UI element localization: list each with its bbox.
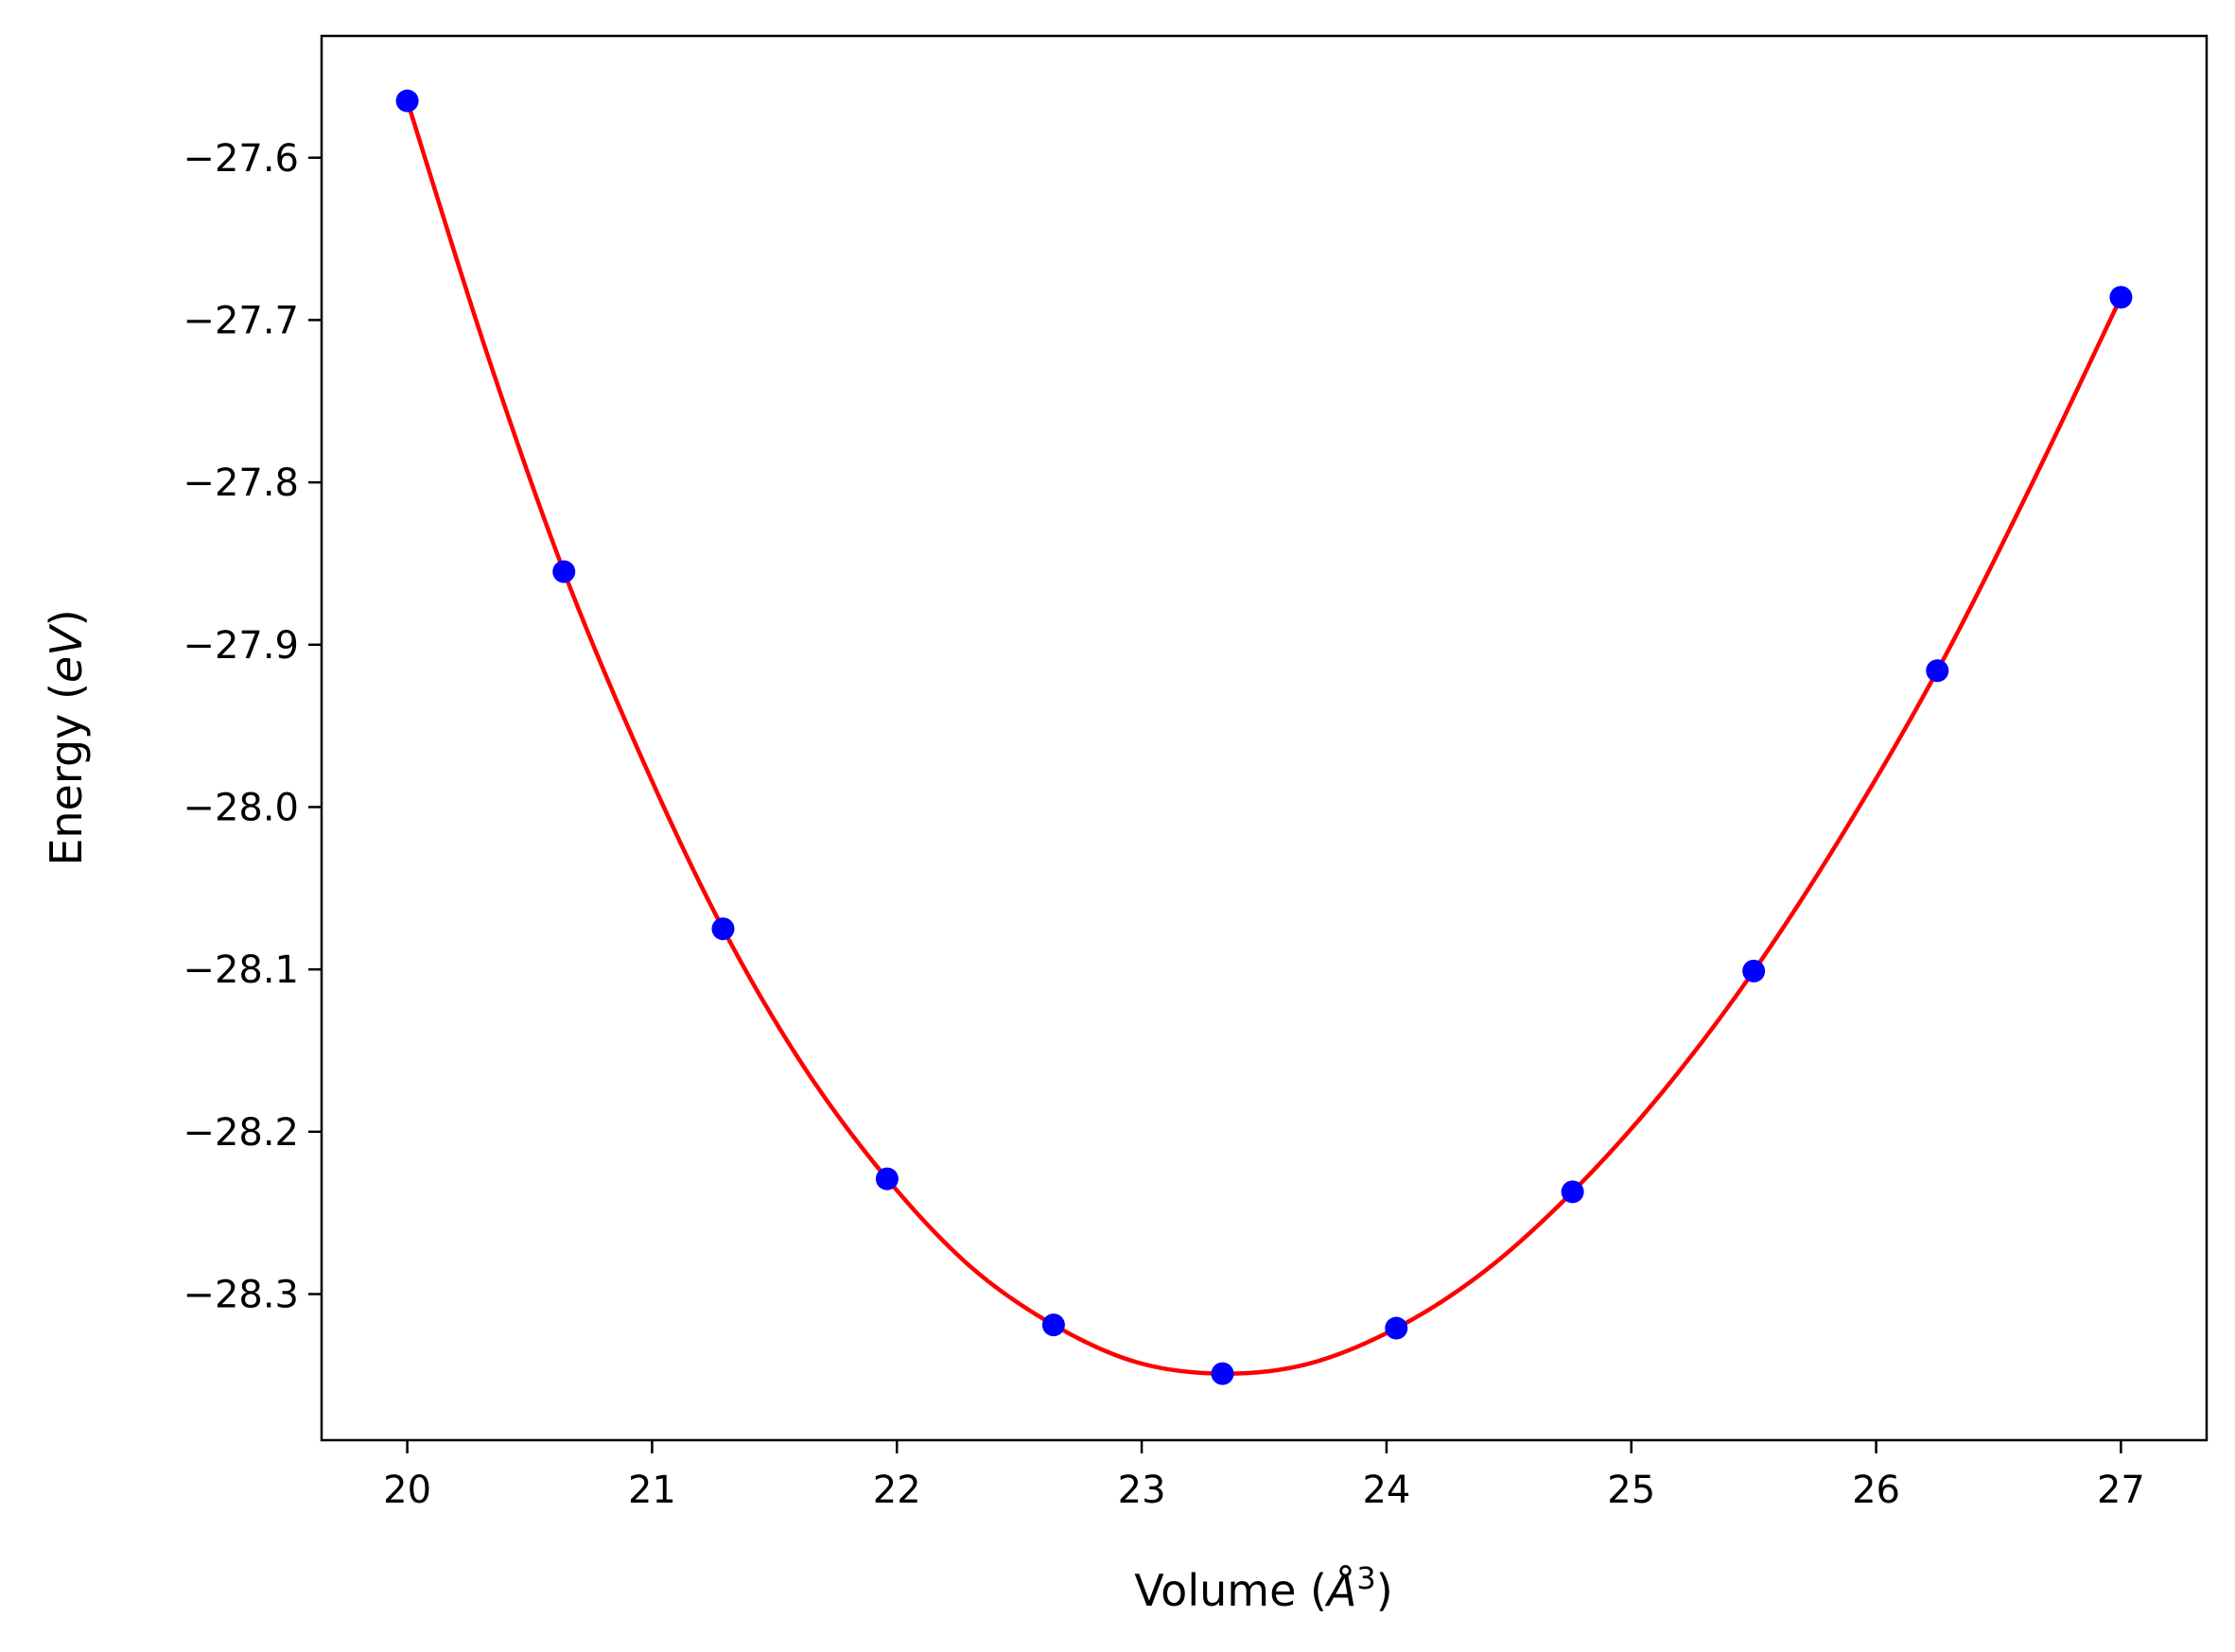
x-axis-label-symbol: Å: [1324, 1565, 1356, 1616]
x-tick-label: 25: [1607, 1469, 1655, 1512]
x-tick-label: 26: [1852, 1469, 1900, 1512]
x-axis: 20 21 22 23 24 25 26 27: [383, 1440, 2145, 1512]
x-tick-label: 21: [628, 1469, 676, 1512]
data-point: [1385, 1316, 1408, 1340]
plot-area: [395, 89, 2133, 1385]
x-tick-label: 20: [383, 1469, 431, 1512]
data-point: [1926, 659, 1949, 683]
data-point: [711, 917, 735, 941]
x-axis-label: Volume (Å3): [1134, 1560, 1392, 1616]
y-tick-label: −28.1: [183, 948, 299, 992]
x-tick-label: 23: [1118, 1469, 1166, 1512]
x-axis-label-superscript: 3: [1356, 1560, 1375, 1596]
y-tick-label: −27.7: [183, 299, 299, 342]
x-axis-label-prefix: Volume (: [1134, 1565, 1327, 1616]
x-tick-label: 24: [1362, 1469, 1410, 1512]
data-point: [1041, 1313, 1065, 1337]
y-tick-label: −27.8: [183, 461, 299, 505]
y-axis-label: Energy (eV): [41, 609, 92, 865]
data-point: [875, 1167, 899, 1191]
x-tick-label: 22: [873, 1469, 921, 1512]
data-point: [1561, 1180, 1584, 1204]
data-point: [552, 560, 576, 583]
y-axis-label-prefix: Energy (: [41, 683, 92, 866]
y-axis-label-suffix: ): [41, 609, 92, 626]
x-tick-label: 27: [2097, 1469, 2145, 1512]
x-axis-label-suffix: ): [1376, 1565, 1393, 1616]
data-point: [1211, 1362, 1234, 1385]
y-tick-label: −27.9: [183, 624, 299, 668]
y-tick-label: −27.6: [183, 137, 299, 181]
data-point: [2109, 286, 2133, 309]
data-point: [1742, 959, 1766, 983]
y-tick-label: −28.0: [183, 786, 299, 829]
y-axis-label-unit: eV: [41, 623, 92, 683]
y-axis: −27.6 −27.7 −27.8 −27.9 −28.0 −28.1 −28.2 −28.3: [183, 137, 322, 1316]
y-tick-label: −28.2: [183, 1111, 299, 1155]
y-tick-label: −28.3: [183, 1273, 299, 1316]
data-points: [395, 89, 2133, 1385]
plot-frame: [320, 34, 2209, 1442]
data-point: [395, 89, 419, 113]
